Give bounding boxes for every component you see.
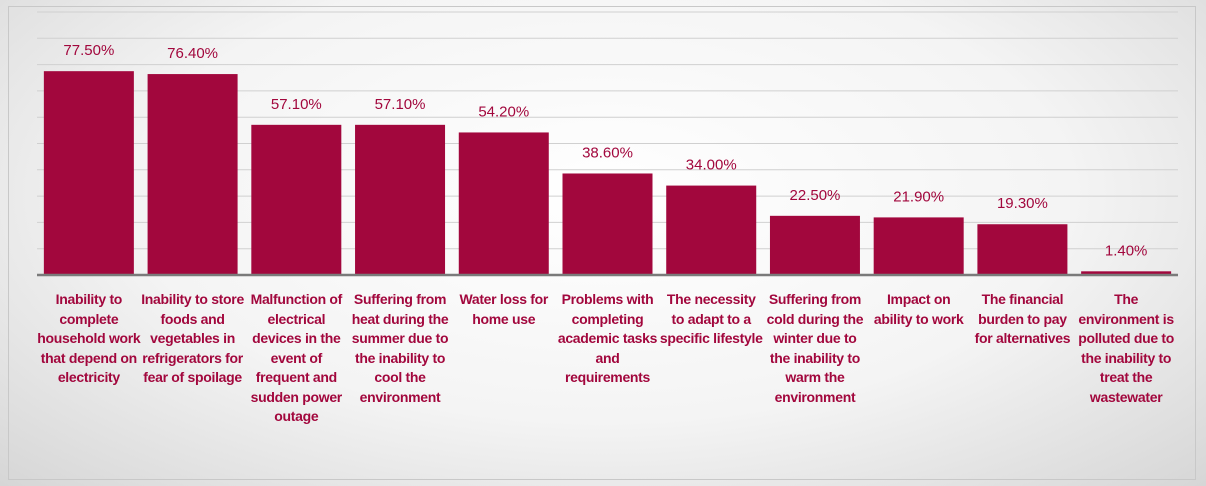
value-label: 54.20% (478, 103, 529, 120)
bar (1081, 271, 1172, 275)
x-tick-label: Inability to complete household work tha… (37, 291, 141, 385)
value-label: 38.60% (582, 144, 633, 161)
chart-frame (8, 6, 1196, 480)
x-tick-label: Problems with completing academic tasks … (557, 291, 658, 385)
bar (251, 124, 342, 276)
bar (562, 173, 653, 275)
x-tick-label: Impact on ability to work (873, 291, 964, 327)
x-tick-label: Suffering from cold during the winter du… (766, 291, 864, 405)
bar (769, 215, 860, 275)
value-label: 77.50% (63, 42, 114, 59)
x-tick-label: Water loss for home use (459, 291, 549, 327)
value-label: 1.40% (1105, 242, 1148, 259)
x-tick-label: The necessity to adapt to a specific lif… (659, 291, 763, 346)
x-tick-label: The environment is polluted due to the i… (1078, 291, 1175, 405)
x-tick-label: Malfunction of electrical devices in the… (250, 291, 343, 424)
bar (977, 224, 1068, 275)
value-label: 19.30% (997, 195, 1048, 212)
bar (666, 185, 757, 275)
x-tick-label: The financial burden to pay for alternat… (974, 291, 1071, 346)
bar (43, 71, 134, 275)
x-tick-label: Suffering from heat during the summer du… (351, 291, 449, 405)
bar (873, 217, 964, 275)
bar (147, 74, 238, 276)
x-tick-label: Inability to store foods and vegetables … (141, 291, 244, 385)
value-label: 21.90% (893, 188, 944, 205)
value-label: 76.40% (167, 45, 218, 62)
value-label: 57.10% (271, 96, 322, 113)
value-label: 22.50% (790, 187, 841, 204)
value-label: 34.00% (686, 157, 737, 174)
bar (355, 124, 446, 276)
value-label: 57.10% (375, 96, 426, 113)
bar (458, 132, 549, 275)
